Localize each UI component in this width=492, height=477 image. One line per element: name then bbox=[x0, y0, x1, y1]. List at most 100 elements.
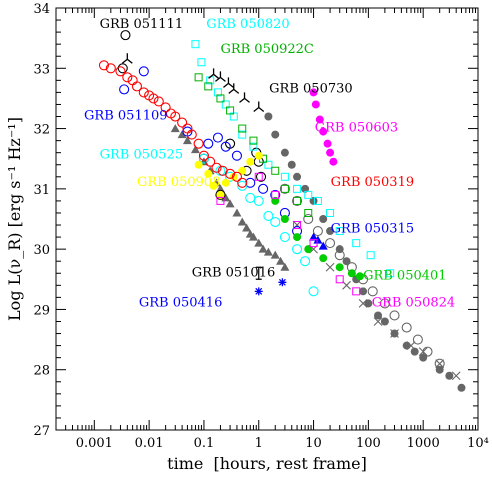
data-point bbox=[319, 127, 328, 136]
data-point bbox=[280, 184, 289, 193]
y-tick-label: 27 bbox=[33, 424, 50, 439]
data-point bbox=[232, 208, 242, 217]
data-point bbox=[313, 235, 323, 244]
series-label: GRB 051109 bbox=[84, 109, 167, 124]
data-point bbox=[194, 160, 203, 169]
data-point bbox=[301, 184, 310, 193]
data-point bbox=[194, 73, 203, 82]
data-point bbox=[271, 196, 280, 205]
data-point bbox=[249, 142, 258, 151]
data-point bbox=[293, 233, 302, 242]
data-point bbox=[216, 94, 225, 103]
data-point bbox=[190, 145, 200, 154]
data-point bbox=[263, 247, 273, 256]
data-point bbox=[293, 196, 302, 205]
grb-labels: GRB 051111 GRB 051109 GRB 050820 GRB 050922… bbox=[84, 17, 455, 311]
data-point bbox=[255, 171, 267, 182]
data-point bbox=[148, 93, 159, 104]
data-point bbox=[264, 112, 273, 121]
data-point bbox=[209, 181, 218, 190]
data-point bbox=[198, 150, 209, 161]
series-label: GRB 050401 bbox=[363, 268, 446, 283]
data-point bbox=[374, 311, 383, 320]
data-point bbox=[238, 166, 247, 175]
y-axis-title: Log L(ν_R) [erg s⁻¹ Hz⁻¹] bbox=[5, 117, 24, 321]
data-point bbox=[280, 215, 289, 223]
data-point bbox=[215, 71, 226, 82]
data-point bbox=[422, 346, 433, 357]
data-point bbox=[208, 68, 219, 79]
data-point bbox=[238, 130, 247, 139]
data-point bbox=[249, 136, 258, 145]
x-tick-label: 1 bbox=[255, 436, 263, 451]
data-point bbox=[326, 227, 335, 236]
x-tick-label: 100 bbox=[356, 436, 381, 451]
data-point bbox=[217, 165, 228, 176]
data-point bbox=[335, 275, 344, 284]
data-point bbox=[258, 244, 268, 253]
y-tick-label: 29 bbox=[33, 303, 50, 318]
data-point bbox=[280, 262, 290, 271]
data-point bbox=[254, 172, 263, 181]
data-point bbox=[309, 88, 318, 97]
data-point bbox=[319, 215, 328, 223]
series-label: GRB 050416 bbox=[139, 295, 222, 310]
data-point bbox=[412, 334, 423, 345]
data-point bbox=[366, 251, 375, 260]
series-label: GRB 050730 bbox=[269, 81, 352, 96]
data-point bbox=[253, 195, 264, 206]
series-label: GRB 050319 bbox=[331, 175, 414, 190]
data-point bbox=[122, 72, 133, 83]
data-point bbox=[276, 256, 286, 265]
data-point bbox=[205, 156, 216, 167]
data-point bbox=[255, 266, 262, 280]
series-label: GRB 050315 bbox=[331, 221, 414, 236]
x-tick-label: 1000 bbox=[407, 436, 440, 451]
data-point bbox=[325, 262, 335, 272]
data-point bbox=[117, 63, 128, 74]
data-point bbox=[326, 208, 335, 217]
data-point bbox=[170, 111, 181, 122]
data-point bbox=[309, 239, 318, 248]
series-label: GRB 050824 bbox=[372, 295, 455, 310]
x-tick-label: 10⁴ bbox=[467, 436, 489, 451]
data-point bbox=[231, 150, 242, 161]
data-point bbox=[445, 371, 454, 380]
data-point bbox=[98, 60, 110, 71]
data-point bbox=[138, 66, 149, 77]
data-point bbox=[246, 157, 255, 166]
data-point bbox=[380, 317, 389, 326]
data-point bbox=[237, 177, 248, 188]
data-point bbox=[304, 245, 313, 254]
data-point bbox=[309, 232, 319, 241]
data-point bbox=[237, 217, 247, 226]
data-point bbox=[352, 239, 361, 248]
series-label: GRB 051016 bbox=[192, 265, 275, 280]
data-point bbox=[451, 371, 461, 381]
data-point bbox=[390, 329, 399, 338]
series-label: GRB 050525 bbox=[100, 148, 183, 163]
data-point bbox=[347, 269, 356, 278]
data-point bbox=[311, 100, 320, 109]
data-point bbox=[342, 280, 351, 290]
data-point bbox=[153, 96, 164, 107]
data-point bbox=[225, 199, 235, 208]
data-point bbox=[278, 278, 287, 287]
data-point bbox=[315, 115, 324, 124]
plot-markers bbox=[98, 30, 466, 392]
data-point bbox=[225, 168, 236, 179]
data-point bbox=[160, 102, 171, 113]
data-point bbox=[280, 148, 289, 157]
data-point bbox=[359, 287, 368, 296]
series-label: GRB 050922C bbox=[220, 42, 313, 57]
x-tick-label: 0.001 bbox=[76, 436, 113, 451]
data-point bbox=[177, 117, 188, 128]
data-point bbox=[212, 132, 223, 143]
plot-frame bbox=[55, 7, 479, 431]
data-point bbox=[138, 87, 149, 98]
data-point bbox=[231, 171, 242, 182]
data-point bbox=[293, 221, 302, 230]
y-tick-label: 33 bbox=[33, 62, 50, 77]
data-point bbox=[115, 66, 126, 77]
data-point bbox=[358, 299, 368, 308]
